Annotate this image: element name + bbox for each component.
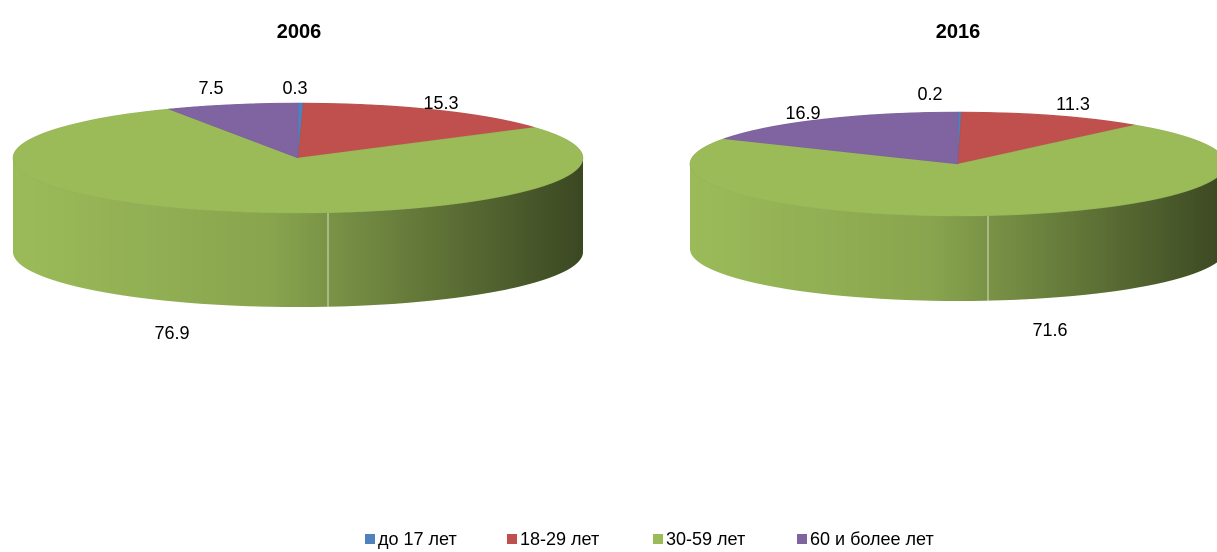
pie-side-shade-2006-30-59 — [13, 158, 583, 307]
legend-label-30-59: 30-59 лет — [666, 529, 746, 549]
legend-swatch-60plus — [797, 534, 807, 544]
data-label-2016-30-59: 71.6 — [1032, 320, 1067, 340]
pie-slice-2006-18-29 — [297, 102, 535, 159]
legend-item-under17: до 17 лет — [365, 528, 457, 550]
pie-slice-2016-18-29 — [957, 111, 1136, 165]
pie-slice-2016-60plus — [723, 111, 959, 165]
pie-slice-2016-30-59 — [689, 124, 1217, 217]
pie-slice-2006-60plus — [168, 102, 299, 159]
legend-item-18-29: 18-29 лет — [507, 528, 599, 550]
pie-side-shade-2016-30-59 — [690, 164, 1217, 301]
chart-legend: до 17 лет 18-29 лет 30-59 лет 60 и более… — [0, 528, 1217, 550]
chart-title-2016: 2016 — [936, 21, 981, 43]
data-label-2006-30-59: 76.9 — [154, 323, 189, 343]
data-label-2006-60plus: 7.5 — [198, 78, 223, 98]
legend-label-60plus: 60 и более лет — [810, 529, 934, 549]
data-label-2006-18-29: 15.3 — [423, 93, 458, 113]
pie-chart-2016: 2016 0.2 11.3 71.6 16.9 — [689, 21, 1217, 340]
legend-swatch-30-59 — [653, 534, 663, 544]
pie-chart-2006: 2006 0.3 15.3 76.9 7.5 — [12, 21, 584, 343]
data-label-2016-under17: 0.2 — [917, 84, 942, 104]
legend-swatch-under17 — [365, 534, 375, 544]
pie-labels-2016: 0.2 11.3 71.6 16.9 — [785, 84, 1089, 340]
legend-label-under17: до 17 лет — [378, 529, 457, 549]
legend-swatch-18-29 — [507, 534, 517, 544]
legend-label-18-29: 18-29 лет — [520, 529, 600, 549]
data-label-2016-18-29: 11.3 — [1056, 94, 1090, 114]
pie-slice-2006-30-59 — [12, 108, 584, 214]
chart-title-2006: 2006 — [277, 21, 322, 43]
pie-body-2016 — [689, 111, 1217, 301]
legend-item-60plus: 60 и более лет — [797, 528, 934, 550]
legend-item-30-59: 30-59 лет — [653, 528, 745, 550]
pie-body-2006 — [12, 102, 584, 307]
data-label-2006-under17: 0.3 — [282, 78, 307, 98]
data-label-2016-60plus: 16.9 — [785, 103, 820, 123]
pie-labels-2006: 0.3 15.3 76.9 7.5 — [154, 78, 458, 343]
